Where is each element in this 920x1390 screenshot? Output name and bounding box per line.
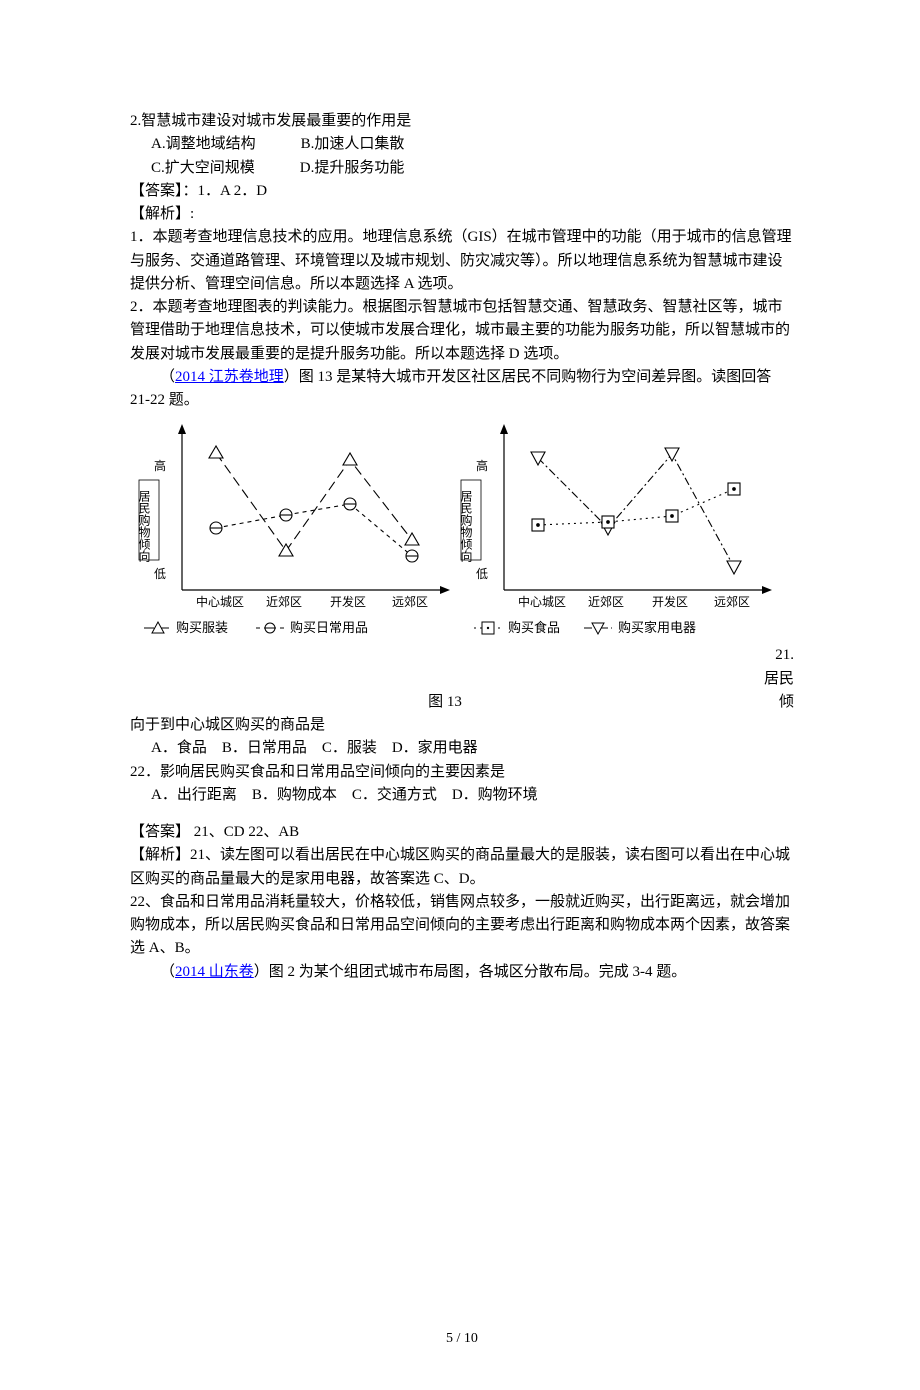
svg-text:开发区: 开发区 bbox=[330, 594, 366, 609]
p3-prefix: （ bbox=[160, 964, 175, 980]
q21-leadin: 21. 居民倾 bbox=[764, 647, 794, 710]
answer-1: 【答案】：1．A 2．D bbox=[130, 180, 794, 203]
answer-2: 【答案】 21、CD 22、AB bbox=[130, 821, 794, 844]
question-21: 向于到中心城区购买的商品是 A．食品 B．日常用品 C．服装 D．家用电器 bbox=[130, 714, 794, 761]
p3-suffix: ）图 2 为某个组团式城市布局图，各城区分散布局。完成 3-4 题。 bbox=[254, 964, 687, 980]
figure-13-right-chart: 高 低 居民购物倾向 中心城区 近郊区 开发区 远郊区 bbox=[456, 420, 778, 616]
q21-cont: 向于到中心城区购买的商品是 bbox=[130, 714, 794, 737]
svg-text:中心城区: 中心城区 bbox=[518, 594, 566, 609]
figure-13-legend: 购买服装 购买日常用品 购买食品 购买家用电器 bbox=[144, 618, 794, 644]
ylab-hi-l: 高 bbox=[154, 458, 166, 473]
q21-options: A．食品 B．日常用品 C．服装 D．家用电器 bbox=[130, 737, 794, 760]
q2-stem: 2.智慧城市建设对城市发展最重要的作用是 bbox=[130, 110, 794, 133]
q22-options: A．出行距离 B．购物成本 C．交通方式 D．购物环境 bbox=[130, 784, 794, 807]
svg-text:购买服装: 购买服装 bbox=[176, 620, 228, 635]
svg-text:远郊区: 远郊区 bbox=[714, 595, 750, 609]
q2-optA: A.调整地域结构 bbox=[151, 136, 256, 152]
svg-text:购买家用电器: 购买家用电器 bbox=[618, 620, 696, 635]
q2-optB: B.加速人口集散 bbox=[301, 136, 405, 152]
p2-link[interactable]: 2014 江苏卷地理 bbox=[175, 369, 284, 385]
svg-text:近郊区: 近郊区 bbox=[588, 595, 624, 609]
p2-prefix: （ bbox=[160, 369, 175, 385]
analysis-2-body: 【解析】21、读左图可以看出居民在中心城区购买的商品量最大的是服装，读右图可以看… bbox=[130, 844, 794, 960]
q2-optD: D.提升服务功能 bbox=[300, 160, 405, 176]
svg-text:开发区: 开发区 bbox=[652, 594, 688, 609]
question-2: 2.智慧城市建设对城市发展最重要的作用是 A.调整地域结构 B.加速人口集散 C… bbox=[130, 110, 794, 180]
ana2-p2: 22、食品和日常用品消耗量较大，价格较低，销售网点较多，一般就近购买，出行距离远… bbox=[130, 891, 794, 961]
passage-3-intro: （2014 山东卷）图 2 为某个组团式城市布局图，各城区分散布局。完成 3-4… bbox=[130, 961, 794, 984]
svg-text:购买日常用品: 购买日常用品 bbox=[290, 620, 368, 635]
figure-13-left-chart: 高 低 居民购物倾向 中心城区 近郊区 开发区 远郊区 bbox=[134, 420, 456, 616]
svg-text:近郊区: 近郊区 bbox=[266, 595, 302, 609]
svg-text:高: 高 bbox=[476, 458, 488, 473]
svg-text:低: 低 bbox=[476, 567, 488, 581]
ylab-lo-l: 低 bbox=[154, 567, 166, 581]
ana2-p1: 【解析】21、读左图可以看出居民在中心城区购买的商品量最大的是服装，读右图可以看… bbox=[130, 844, 794, 891]
page-footer: 5 / 10 bbox=[130, 1328, 794, 1350]
ana1-p1: 1．本题考查地理信息技术的应用。地理信息系统（GIS）在城市管理中的功能（用于城… bbox=[130, 226, 794, 296]
analysis-1-body: 1．本题考查地理信息技术的应用。地理信息系统（GIS）在城市管理中的功能（用于城… bbox=[130, 226, 794, 366]
figure-13-caption: 图 13 bbox=[428, 694, 462, 710]
ana1-p2: 2．本题考查地理图表的判读能力。根据图示智慧城市包括智慧交通、智慧政务、智慧社区… bbox=[130, 296, 794, 366]
q2-optC: C.扩大空间规模 bbox=[151, 160, 255, 176]
svg-text:购买食品: 购买食品 bbox=[508, 620, 560, 635]
question-22: 22．影响居民购买食品和日常用品空间倾向的主要因素是 A．出行距离 B．购物成本… bbox=[130, 761, 794, 808]
figure-13: 高 低 居民购物倾向 中心城区 近郊区 开发区 远郊区 bbox=[134, 420, 794, 616]
q22-stem: 22．影响居民购买食品和日常用品空间倾向的主要因素是 bbox=[130, 761, 794, 784]
analysis-1-label: 【解析】: bbox=[130, 203, 794, 226]
passage-2-intro: （2014 江苏卷地理）图 13 是某特大城市开发区社区居民不同购物行为空间差异… bbox=[130, 366, 794, 413]
p3-link[interactable]: 2014 山东卷 bbox=[175, 964, 254, 980]
svg-text:中心城区: 中心城区 bbox=[196, 594, 244, 609]
svg-text:远郊区: 远郊区 bbox=[392, 595, 428, 609]
